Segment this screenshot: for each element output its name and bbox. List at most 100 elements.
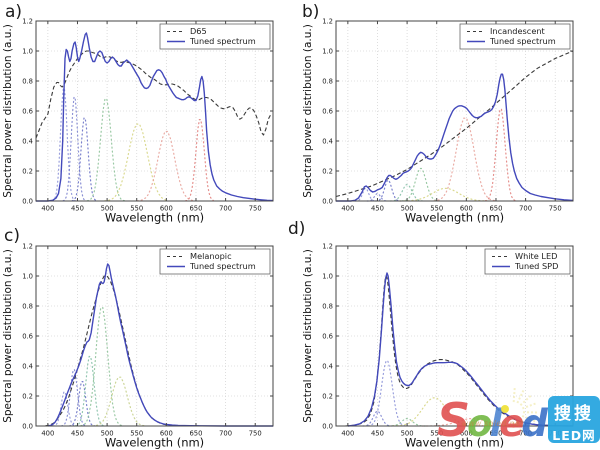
component-curve bbox=[74, 355, 105, 427]
legend-box bbox=[484, 248, 571, 275]
x-tick-label: 450 bbox=[371, 205, 384, 213]
panel-label-b: b) bbox=[302, 2, 320, 22]
y-tick-label: 0.6 bbox=[322, 107, 333, 115]
legend-entry: Tuned spectrum bbox=[189, 261, 256, 271]
legend-box bbox=[459, 23, 571, 50]
y-tick-label: 0.8 bbox=[322, 302, 333, 310]
legend-box bbox=[159, 248, 271, 275]
y-tick-label: 0.4 bbox=[322, 362, 333, 370]
legend-entry: Tuned SPD bbox=[514, 261, 558, 271]
series-line-d65 bbox=[35, 50, 273, 139]
component-curve bbox=[80, 307, 124, 427]
component-curve bbox=[60, 369, 87, 427]
y-tick-label: 0.0 bbox=[322, 197, 333, 205]
y-tick-label: 1.2 bbox=[22, 17, 33, 25]
x-tick-label: 550 bbox=[130, 430, 143, 438]
x-tick-label: 550 bbox=[430, 430, 443, 438]
y-tick-label: 0.2 bbox=[22, 167, 33, 175]
component-curve bbox=[86, 98, 126, 202]
component-curve bbox=[69, 381, 96, 427]
legend-entry: Tuned spectrum bbox=[489, 36, 556, 46]
x-tick-label: 450 bbox=[71, 205, 84, 213]
chart-canvas-b: 400 450 500 550 600 650 700 750 0.0 0.2 0.4 0.6 0.8 1… bbox=[302, 17, 574, 225]
x-axis-label: Wavelength (nm) bbox=[405, 436, 504, 450]
series-line-white-led bbox=[344, 275, 574, 427]
y-tick-label: 0.6 bbox=[22, 332, 33, 340]
x-tick-label: 500 bbox=[401, 205, 414, 213]
panel-label-a: a) bbox=[5, 2, 23, 22]
x-tick-label: 400 bbox=[41, 430, 54, 438]
y-tick-label: 0.4 bbox=[22, 137, 33, 145]
x-axis-label: Wavelength (nm) bbox=[405, 211, 504, 225]
component-curve bbox=[433, 117, 497, 202]
y-tick-label: 1.0 bbox=[22, 47, 33, 55]
subplot-a: 400 450 500 550 600 650 700 750 0.0 0.2 0.4 0.6 0.8 1… bbox=[0, 0, 300, 225]
component-curve bbox=[399, 187, 488, 202]
y-tick-label: 1.0 bbox=[22, 272, 33, 280]
legend-entry: Tuned spectrum bbox=[189, 36, 256, 46]
series-line-tuned-spd bbox=[347, 272, 574, 427]
component-curve bbox=[104, 123, 169, 202]
y-tick-label: 0.4 bbox=[322, 137, 333, 145]
series-line-tuned-spectrum bbox=[336, 73, 574, 202]
y-tick-label: 0.2 bbox=[322, 167, 333, 175]
x-tick-label: 600 bbox=[460, 205, 473, 213]
y-tick-label: 1.0 bbox=[322, 47, 333, 55]
component-curve bbox=[92, 376, 145, 427]
component-curve bbox=[51, 88, 76, 202]
y-tick-label: 0.4 bbox=[22, 362, 33, 370]
y-tick-label: 1.2 bbox=[322, 17, 333, 25]
y-tick-label: 1.0 bbox=[322, 272, 333, 280]
y-tick-label: 0.8 bbox=[22, 77, 33, 85]
panel-label-d: d) bbox=[288, 219, 306, 239]
y-tick-label: 0.8 bbox=[322, 77, 333, 85]
subplot-d: 400 450 500 550 600 650 700 750 0.0 0.2 0.4 0.6 0.8 1… bbox=[300, 225, 600, 450]
component-curve bbox=[71, 117, 98, 202]
x-tick-label: 500 bbox=[401, 430, 414, 438]
x-tick-label: 600 bbox=[160, 430, 173, 438]
chart-canvas-a: 400 450 500 550 600 650 700 750 0.0 0.2 0.4 0.6 0.8 1… bbox=[2, 17, 274, 225]
y-tick-label: 0.0 bbox=[322, 422, 333, 430]
y-tick-label: 0.6 bbox=[322, 332, 333, 340]
x-tick-label: 600 bbox=[460, 430, 473, 438]
chart-canvas-d: 400 450 500 550 600 650 700 750 0.0 0.2 0.4 0.6 0.8 1… bbox=[302, 242, 574, 450]
component-curve bbox=[362, 410, 393, 427]
legend-box bbox=[159, 23, 271, 50]
x-tick-label: 400 bbox=[41, 205, 54, 213]
x-tick-label: 750 bbox=[549, 205, 562, 213]
subplot-b: 400 450 500 550 600 650 700 750 0.0 0.2 0.4 0.6 0.8 1… bbox=[300, 0, 600, 225]
y-axis-label: Spectral power distribution (a.u.) bbox=[2, 249, 14, 423]
x-axis-label: Wavelength (nm) bbox=[105, 436, 204, 450]
legend-entry: Incandescent bbox=[490, 26, 546, 36]
x-tick-label: 700 bbox=[519, 430, 532, 438]
legend-entry: D65 bbox=[190, 26, 207, 36]
series-line-tuned-spectrum bbox=[47, 263, 273, 427]
y-tick-label: 0.6 bbox=[22, 107, 33, 115]
x-tick-label: 500 bbox=[101, 430, 114, 438]
legend-entry: White LED bbox=[515, 251, 557, 261]
y-axis-label: Spectral power distribution (a.u.) bbox=[302, 249, 314, 423]
component-curve bbox=[392, 397, 477, 427]
component-curve bbox=[366, 193, 388, 202]
x-tick-label: 400 bbox=[341, 205, 354, 213]
x-axis-label: Wavelength (nm) bbox=[105, 211, 204, 225]
y-tick-label: 1.2 bbox=[322, 242, 333, 250]
x-tick-label: 700 bbox=[219, 430, 232, 438]
y-tick-label: 0.2 bbox=[322, 392, 333, 400]
x-tick-label: 450 bbox=[371, 430, 384, 438]
component-curve bbox=[401, 167, 440, 202]
component-curve bbox=[367, 360, 407, 427]
component-curve bbox=[354, 187, 376, 202]
x-tick-label: 750 bbox=[549, 430, 562, 438]
y-tick-label: 0.8 bbox=[22, 302, 33, 310]
component-curve bbox=[62, 96, 87, 202]
x-tick-label: 650 bbox=[489, 430, 502, 438]
x-tick-label: 400 bbox=[341, 430, 354, 438]
x-tick-label: 600 bbox=[160, 205, 173, 213]
component-curve bbox=[484, 108, 517, 202]
chart-canvas-c: 400 450 500 550 600 650 700 750 0.0 0.2 0.4 0.6 0.8 1… bbox=[2, 242, 274, 450]
component-curve bbox=[136, 130, 196, 202]
component-curve bbox=[389, 184, 425, 202]
y-tick-label: 1.2 bbox=[22, 242, 33, 250]
